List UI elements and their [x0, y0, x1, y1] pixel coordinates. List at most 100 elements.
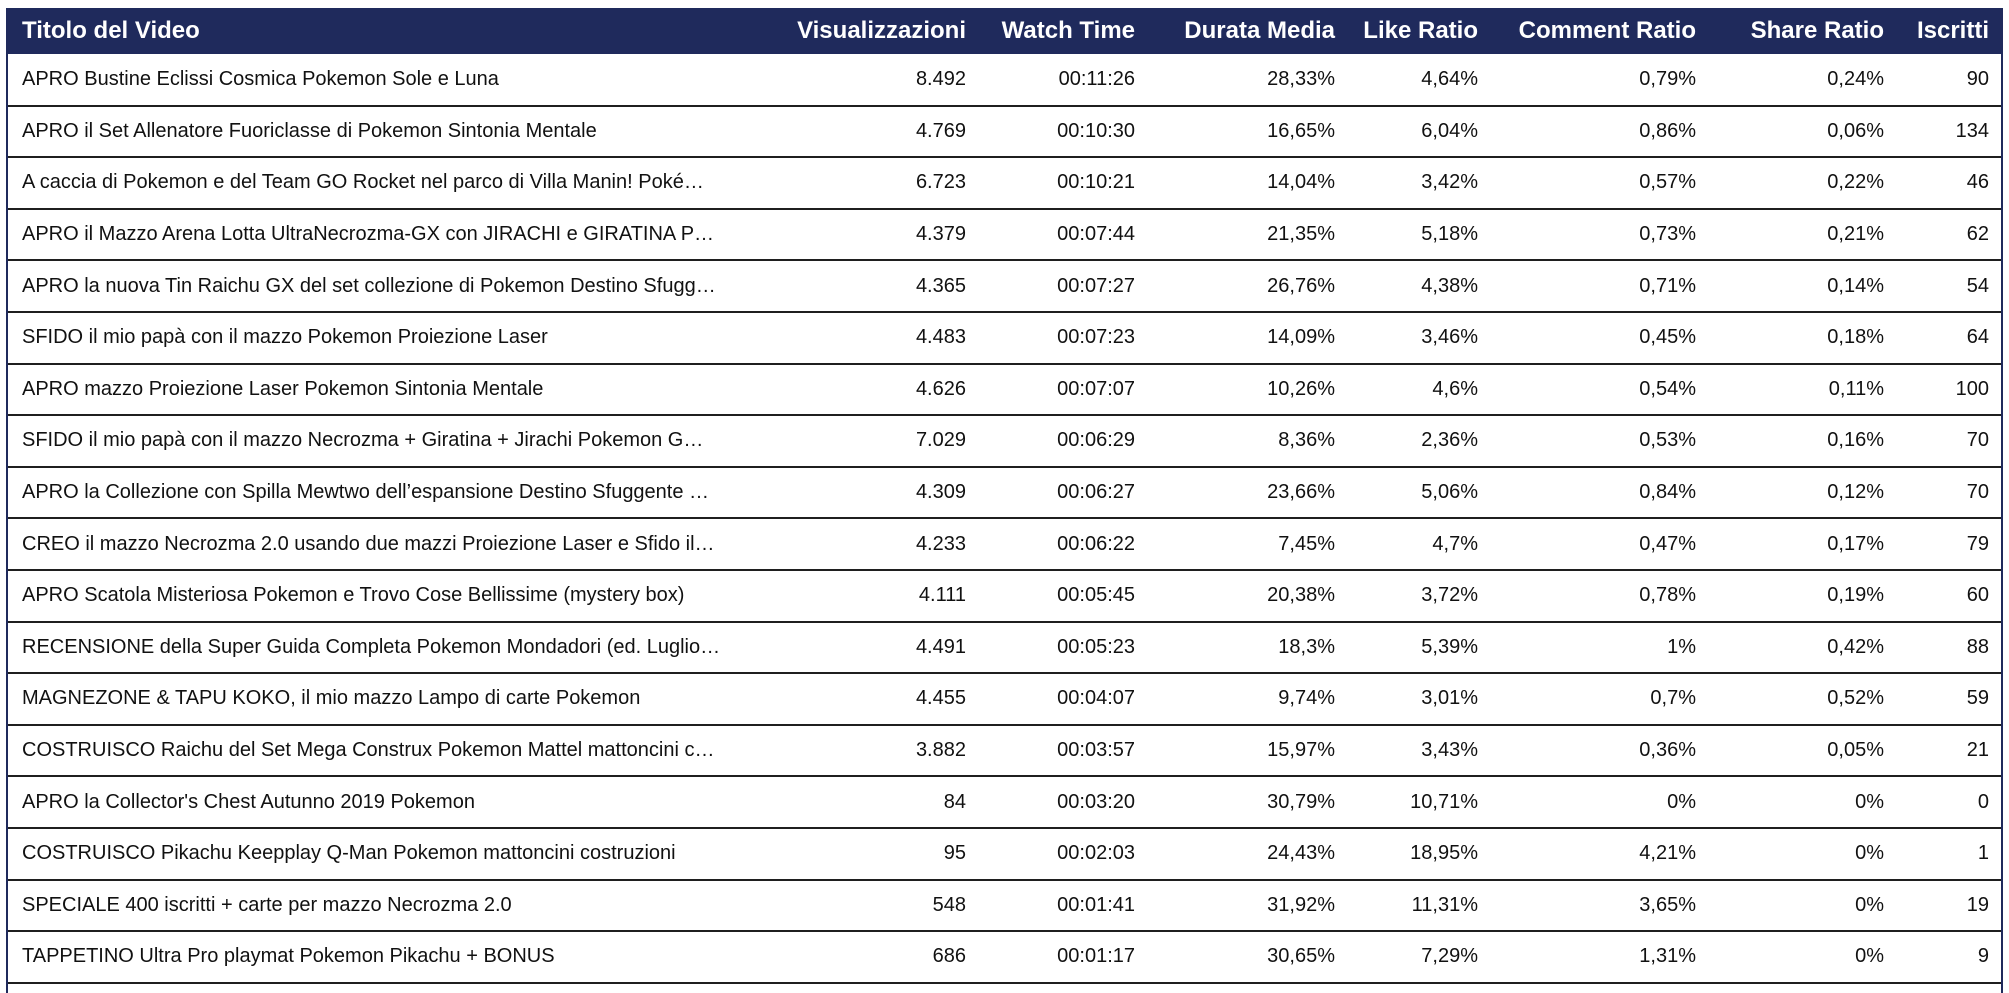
- video-title-cell[interactable]: MAGNEZONE & TAPU KOKO, il mio mazzo Lamp…: [22, 687, 641, 710]
- share-ratio-cell: 0,16%: [1827, 429, 1884, 452]
- column-header-share-ratio[interactable]: Share Ratio: [1750, 17, 1884, 44]
- avg-duration-cell: 15,97%: [1267, 739, 1335, 762]
- video-title-cell[interactable]: COSTRUISCO Pikachu Keepplay Q-Man Pokemo…: [22, 842, 676, 865]
- video-title-cell[interactable]: TAPPETINO Ultra Pro playmat Pokemon Pika…: [22, 945, 555, 968]
- subscribers-cell: 21: [1966, 739, 1989, 762]
- column-header-like-ratio[interactable]: Like Ratio: [1363, 17, 1478, 44]
- column-header-watch-time[interactable]: Watch Time: [1001, 17, 1135, 44]
- video-title-cell[interactable]: APRO la nuova Tin Raichu GX del set coll…: [22, 274, 716, 297]
- like-ratio-cell: 3,72%: [1421, 584, 1478, 607]
- video-title-cell[interactable]: APRO Bustine Eclissi Cosmica Pokemon Sol…: [22, 67, 499, 90]
- table-row[interactable]: TAPPETINO Ultra Pro playmat Pokemon Pika…: [8, 931, 2001, 983]
- table-row[interactable]: APRO il Set Allenatore Fuoriclasse di Po…: [8, 106, 2001, 158]
- comment-ratio-cell: 0,73%: [1639, 223, 1696, 246]
- table-row[interactable]: CREO il mazzo Necrozma 2.0 usando due ma…: [8, 518, 2001, 570]
- video-title-cell[interactable]: COSTRUISCO Raichu del Set Mega Construx …: [22, 739, 715, 762]
- watch-time-cell: 00:05:23: [1057, 635, 1135, 658]
- like-ratio-cell: 10,71%: [1410, 790, 1478, 813]
- table-body: APRO Bustine Eclissi Cosmica Pokemon Sol…: [8, 54, 2001, 983]
- table-row[interactable]: SFIDO il mio papà con il mazzo Necrozma …: [8, 415, 2001, 467]
- table-row[interactable]: A caccia di Pokemon e del Team GO Rocket…: [8, 157, 2001, 209]
- share-ratio-cell: 0,11%: [1828, 377, 1884, 400]
- like-ratio-cell: 3,42%: [1421, 171, 1478, 194]
- avg-duration-cell: 30,79%: [1267, 790, 1335, 813]
- like-ratio-cell: 4,38%: [1421, 274, 1478, 297]
- table-row[interactable]: SFIDO il mio papà con il mazzo Pokemon P…: [8, 312, 2001, 364]
- like-ratio-cell: 18,95%: [1410, 842, 1478, 865]
- video-title-cell[interactable]: APRO mazzo Proiezione Laser Pokemon Sint…: [22, 377, 544, 400]
- table-row[interactable]: SPECIALE 400 iscritti + carte per mazzo …: [8, 880, 2001, 932]
- table-row[interactable]: APRO il Mazzo Arena Lotta UltraNecrozma-…: [8, 209, 2001, 261]
- comment-ratio-cell: 0%: [1667, 790, 1696, 813]
- comment-ratio-cell: 1,31%: [1639, 945, 1696, 968]
- views-cell: 4.626: [915, 377, 966, 400]
- table-row[interactable]: COSTRUISCO Pikachu Keepplay Q-Man Pokemo…: [8, 828, 2001, 880]
- video-title-cell[interactable]: SPECIALE 400 iscritti + carte per mazzo …: [22, 893, 512, 916]
- video-title-cell[interactable]: RECENSIONE della Super Guida Completa Po…: [22, 635, 721, 658]
- subscribers-cell: 90: [1966, 67, 1989, 90]
- video-title-cell[interactable]: APRO il Set Allenatore Fuoriclasse di Po…: [22, 119, 597, 142]
- subscribers-cell: 59: [1966, 687, 1989, 710]
- table-row[interactable]: APRO la Collezione con Spilla Mewtwo del…: [8, 467, 2001, 519]
- like-ratio-cell: 4,6%: [1432, 377, 1478, 400]
- watch-time-cell: 00:01:41: [1057, 893, 1135, 916]
- watch-time-cell: 00:05:45: [1057, 584, 1135, 607]
- video-title-cell[interactable]: APRO la Collector's Chest Autunno 2019 P…: [22, 790, 475, 813]
- avg-duration-cell: 21,35%: [1267, 223, 1335, 246]
- watch-time-cell: 00:10:21: [1057, 171, 1135, 194]
- table-row[interactable]: APRO la nuova Tin Raichu GX del set coll…: [8, 260, 2001, 312]
- views-cell: 4.233: [915, 532, 966, 555]
- watch-time-cell: 00:06:27: [1057, 481, 1135, 504]
- table-row[interactable]: RECENSIONE della Super Guida Completa Po…: [8, 622, 2001, 674]
- share-ratio-cell: 0,22%: [1827, 171, 1884, 194]
- video-stats-table: Titolo del Video Visualizzazioni Watch T…: [8, 8, 2001, 984]
- views-cell: 6.723: [915, 171, 966, 194]
- share-ratio-cell: 0%: [1855, 945, 1884, 968]
- subscribers-cell: 1: [1977, 842, 1989, 865]
- video-title-cell[interactable]: APRO il Mazzo Arena Lotta UltraNecrozma-…: [22, 223, 715, 246]
- share-ratio-cell: 0,12%: [1827, 481, 1884, 504]
- subscribers-cell: 60: [1966, 584, 1989, 607]
- video-title-cell[interactable]: A caccia di Pokemon e del Team GO Rocket…: [22, 171, 704, 194]
- like-ratio-cell: 4,7%: [1432, 532, 1478, 555]
- comment-ratio-cell: 0,53%: [1639, 429, 1696, 452]
- column-header-comment-ratio[interactable]: Comment Ratio: [1518, 17, 1696, 44]
- table-row[interactable]: APRO mazzo Proiezione Laser Pokemon Sint…: [8, 364, 2001, 416]
- table-row[interactable]: APRO Scatola Misteriosa Pokemon e Trovo …: [8, 570, 2001, 622]
- comment-ratio-cell: 1%: [1667, 635, 1696, 658]
- table-row[interactable]: MAGNEZONE & TAPU KOKO, il mio mazzo Lamp…: [8, 673, 2001, 725]
- table-row[interactable]: APRO la Collector's Chest Autunno 2019 P…: [8, 776, 2001, 828]
- avg-duration-cell: 16,65%: [1267, 119, 1335, 142]
- subscribers-cell: 0: [1977, 790, 1989, 813]
- column-header-subscribers[interactable]: Iscritti: [1916, 17, 1989, 44]
- views-cell: 4.769: [915, 119, 966, 142]
- views-cell: 84: [943, 790, 966, 813]
- comment-ratio-cell: 0,86%: [1639, 119, 1696, 142]
- video-title-cell[interactable]: SFIDO il mio papà con il mazzo Pokemon P…: [22, 326, 548, 349]
- table-row[interactable]: COSTRUISCO Raichu del Set Mega Construx …: [8, 725, 2001, 777]
- comment-ratio-cell: 4,21%: [1639, 842, 1696, 865]
- column-header-views[interactable]: Visualizzazioni: [797, 17, 966, 44]
- like-ratio-cell: 6,04%: [1421, 119, 1478, 142]
- views-cell: 4.483: [915, 326, 966, 349]
- views-cell: 4.455: [915, 687, 966, 710]
- video-title-cell[interactable]: CREO il mazzo Necrozma 2.0 usando due ma…: [22, 532, 715, 555]
- comment-ratio-cell: 0,54%: [1639, 377, 1696, 400]
- column-header-title[interactable]: Titolo del Video: [22, 17, 200, 44]
- watch-time-cell: 00:06:22: [1057, 532, 1135, 555]
- subscribers-cell: 79: [1966, 532, 1989, 555]
- video-stats-table-container: Titolo del Video Visualizzazioni Watch T…: [6, 8, 2003, 993]
- like-ratio-cell: 3,01%: [1421, 687, 1478, 710]
- avg-duration-cell: 31,92%: [1267, 893, 1335, 916]
- video-title-cell[interactable]: SFIDO il mio papà con il mazzo Necrozma …: [22, 429, 704, 452]
- video-title-cell[interactable]: APRO Scatola Misteriosa Pokemon e Trovo …: [22, 584, 685, 607]
- comment-ratio-cell: 0,57%: [1639, 171, 1696, 194]
- watch-time-cell: 00:07:07: [1057, 377, 1135, 400]
- column-header-avg-duration[interactable]: Durata Media: [1184, 17, 1335, 44]
- share-ratio-cell: 0,21%: [1827, 223, 1884, 246]
- share-ratio-cell: 0,06%: [1827, 119, 1884, 142]
- views-cell: 4.309: [915, 481, 966, 504]
- table-row[interactable]: APRO Bustine Eclissi Cosmica Pokemon Sol…: [8, 54, 2001, 106]
- video-title-cell[interactable]: APRO la Collezione con Spilla Mewtwo del…: [22, 481, 710, 504]
- views-cell: 7.029: [915, 429, 966, 452]
